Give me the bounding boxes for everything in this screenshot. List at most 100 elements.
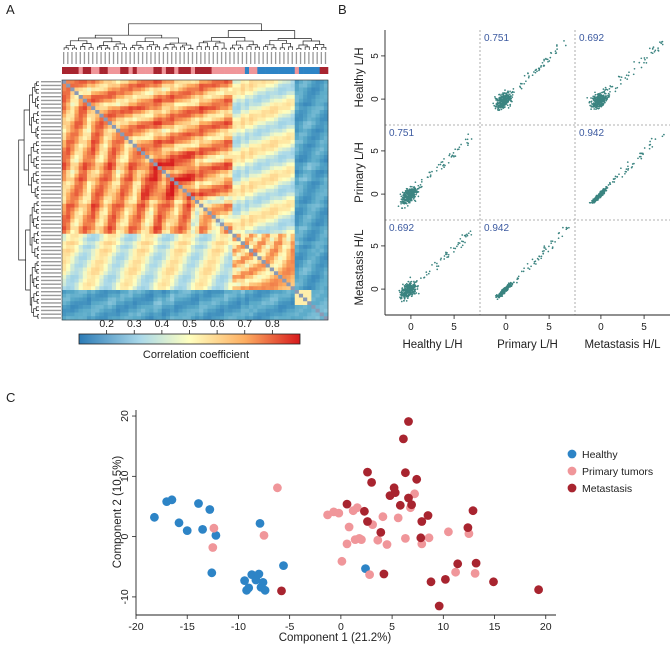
heatmap-cell [132,271,138,276]
heatmap-cell [203,102,208,107]
heatmap-cell [78,297,84,302]
heatmap-cell [261,200,266,205]
dendrogram-link [36,179,39,184]
sample-group-cell [244,67,250,74]
heatmap-cell [203,188,208,193]
heatmap-cell [161,275,167,280]
heatmap-cell [228,196,233,201]
heatmap-cell [74,241,79,246]
heatmap-cell [174,188,179,193]
heatmap-cell [120,293,125,298]
heatmap-cell [78,80,84,85]
heatmap-cell [282,226,287,231]
heatmap-cell [219,248,225,253]
heatmap-cell [128,128,133,133]
heatmap-cell [124,87,129,92]
heatmap-cell [323,177,329,182]
heatmap-cell [269,252,275,257]
heatmap-cell [153,200,158,205]
heatmap-cell [161,80,167,85]
heatmap-cell [107,83,113,88]
heatmap-cell [228,222,233,227]
heatmap-cell [286,113,291,118]
heatmap-cell [232,155,237,160]
heatmap-cell [307,293,312,298]
heatmap-cell [219,128,225,133]
heatmap-cell [157,132,163,137]
heatmap-cell [86,155,92,160]
heatmap-cell [207,237,212,242]
heatmap-cell [62,106,67,111]
heatmap-cell [278,248,283,253]
heatmap-cell [294,196,300,201]
heatmap-cell [211,192,217,197]
heatmap-cell [282,177,287,182]
heatmap-cell [290,128,296,133]
heatmap-cell [253,316,258,321]
heatmap-cell [103,301,109,306]
heatmap-cell [174,128,179,133]
heatmap-cell [303,308,308,313]
heatmap-cell [290,125,296,130]
heatmap-cell [278,215,283,220]
heatmap-cell [149,181,154,186]
heatmap-cell [136,162,142,167]
heatmap-cell [124,293,129,298]
heatmap-cell [211,87,217,92]
heatmap-cell [315,166,320,171]
heatmap-cell [311,87,316,92]
heatmap-cell [74,87,79,92]
heatmap-cell [282,230,287,235]
heatmap-cell [219,297,225,302]
heatmap-cell [224,290,229,295]
heatmap-cell [91,113,96,118]
heatmap-cell [290,267,296,272]
heatmap-cell [294,286,300,291]
heatmap-cell [116,263,121,268]
heatmap-cell [290,252,296,257]
heatmap-cell [161,132,167,137]
heatmap-cell [186,185,192,190]
heatmap-cell [311,308,316,313]
heatmap-cell [195,121,200,126]
heatmap-cell [269,286,275,291]
heatmap-cell [257,181,262,186]
matrix-point [541,61,544,64]
heatmap-cell [215,275,221,280]
heatmap-cell [116,95,121,100]
matrix-point [498,109,501,111]
heatmap-cell [103,256,109,261]
heatmap-cell [170,290,175,295]
heatmap-cell [219,263,225,268]
heatmap-cell [315,162,320,167]
heatmap-cell [303,102,308,107]
heatmap-cell [145,271,150,276]
heatmap-cell [66,136,71,141]
heatmap-cell [232,147,237,152]
heatmap-cell [294,181,300,186]
heatmap-cell [303,218,308,223]
heatmap-cell [203,95,208,100]
heatmap-cell [120,158,125,163]
heatmap-cell [91,297,96,302]
heatmap-cell [153,102,158,107]
heatmap-cell [253,140,258,145]
heatmap-cell [307,196,312,201]
heatmap-cell [91,181,96,186]
heatmap-cell [269,305,275,310]
heatmap-cell [178,185,183,190]
heatmap-cell [136,177,142,182]
heatmap-cell [70,102,75,107]
row-label-mark [41,156,61,158]
heatmap-cell [165,286,171,291]
heatmap-cell [286,278,291,283]
heatmap-cell [315,113,320,118]
heatmap-cell [140,83,146,88]
heatmap-cell [182,245,187,250]
heatmap-cell [240,98,246,103]
heatmap-cell [298,151,304,156]
heatmap-cell [315,185,320,190]
heatmap-cell [294,267,300,272]
heatmap-cell [120,128,125,133]
heatmap-cell [294,151,300,156]
